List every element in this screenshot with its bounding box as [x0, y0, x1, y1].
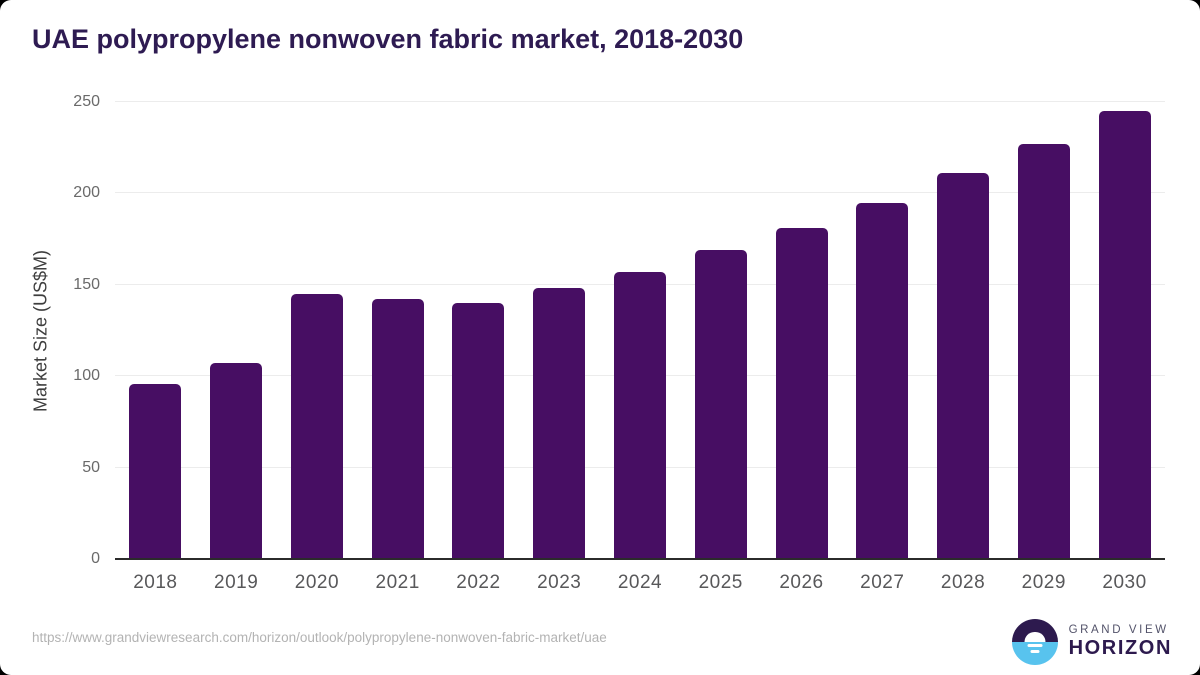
chart-title: UAE polypropylene nonwoven fabric market…	[32, 24, 744, 54]
x-tick-label: 2018	[133, 572, 178, 593]
bar-column: 2030	[1084, 102, 1165, 593]
x-tick-label: 2026	[779, 572, 824, 593]
bar-column: 2027	[842, 102, 923, 593]
x-tick-label: 2024	[617, 572, 663, 593]
bar-2027	[856, 202, 909, 559]
gridline	[115, 192, 1165, 194]
bar-2023	[533, 288, 586, 559]
logo-text-grand-view: GRAND VIEW	[1068, 623, 1169, 636]
x-axis-line	[115, 558, 1165, 560]
bar-2024	[613, 272, 666, 559]
y-tick-label: 200	[73, 184, 100, 202]
bar-chart: 2018 2019 2020 2021 2022 2023 2024 2025 2026 2027…	[115, 102, 1165, 593]
x-tick-label: 2025	[698, 572, 743, 593]
logo-text-horizon: HORIZON	[1068, 637, 1172, 660]
bar-2029	[1017, 144, 1070, 559]
x-tick-label: 2021	[375, 572, 420, 593]
sun-reflection-line-2	[1030, 650, 1040, 654]
y-axis-ticks: 0 50 100 150 200 250	[0, 93, 100, 567]
bar-column: 2021	[357, 102, 438, 593]
x-tick-label: 2019	[214, 572, 259, 593]
bar-2018	[129, 383, 182, 559]
x-tick-label: 2030	[1102, 572, 1147, 593]
bar-column: 2019	[196, 102, 277, 593]
bar-column: 2026	[761, 102, 842, 593]
x-tick-label: 2022	[456, 572, 501, 593]
bar-column: 2028	[923, 102, 1004, 593]
y-tick-label: 250	[73, 93, 100, 110]
bar-2022	[452, 303, 505, 559]
y-tick-label: 50	[82, 458, 100, 476]
x-tick-label: 2027	[860, 572, 905, 593]
y-tick-label: 100	[73, 367, 100, 385]
bar-2021	[371, 299, 424, 559]
x-tick-label: 2023	[537, 572, 582, 593]
plot-area: 2018 2019 2020 2021 2022 2023 2024 2025 2026 2027…	[115, 101, 1165, 593]
bar-2028	[937, 173, 990, 559]
bar-column: 2025	[680, 102, 761, 593]
sun-dome-shape	[1024, 631, 1046, 642]
bar-2019	[210, 363, 263, 559]
logo-text: GRAND VIEW HORIZON	[1069, 624, 1172, 660]
bar-column: 2024	[600, 102, 681, 593]
bar-2030	[1098, 111, 1151, 559]
y-tick-label: 150	[73, 275, 100, 293]
bar-2020	[290, 293, 343, 559]
source-url: https://www.grandviewresearch.com/horizo…	[32, 630, 607, 645]
bar-column: 2023	[519, 102, 600, 593]
x-tick-label: 2028	[940, 572, 986, 593]
x-tick-label: 2020	[294, 572, 340, 593]
gridline	[115, 101, 1165, 102]
grandview-horizon-logo: GRAND VIEW HORIZON	[1011, 619, 1172, 665]
y-tick-label: 0	[91, 550, 100, 567]
bar-column: 2020	[277, 102, 358, 593]
bar-2025	[694, 250, 747, 559]
bar-column: 2029	[1003, 102, 1084, 593]
sun-reflection-line-1	[1027, 644, 1043, 648]
x-tick-label: 2029	[1021, 572, 1066, 593]
horizon-sun-logo-icon	[1011, 619, 1058, 665]
bar-2026	[775, 228, 828, 559]
bar-column: 2018	[115, 102, 196, 593]
bar-column: 2022	[438, 102, 519, 593]
